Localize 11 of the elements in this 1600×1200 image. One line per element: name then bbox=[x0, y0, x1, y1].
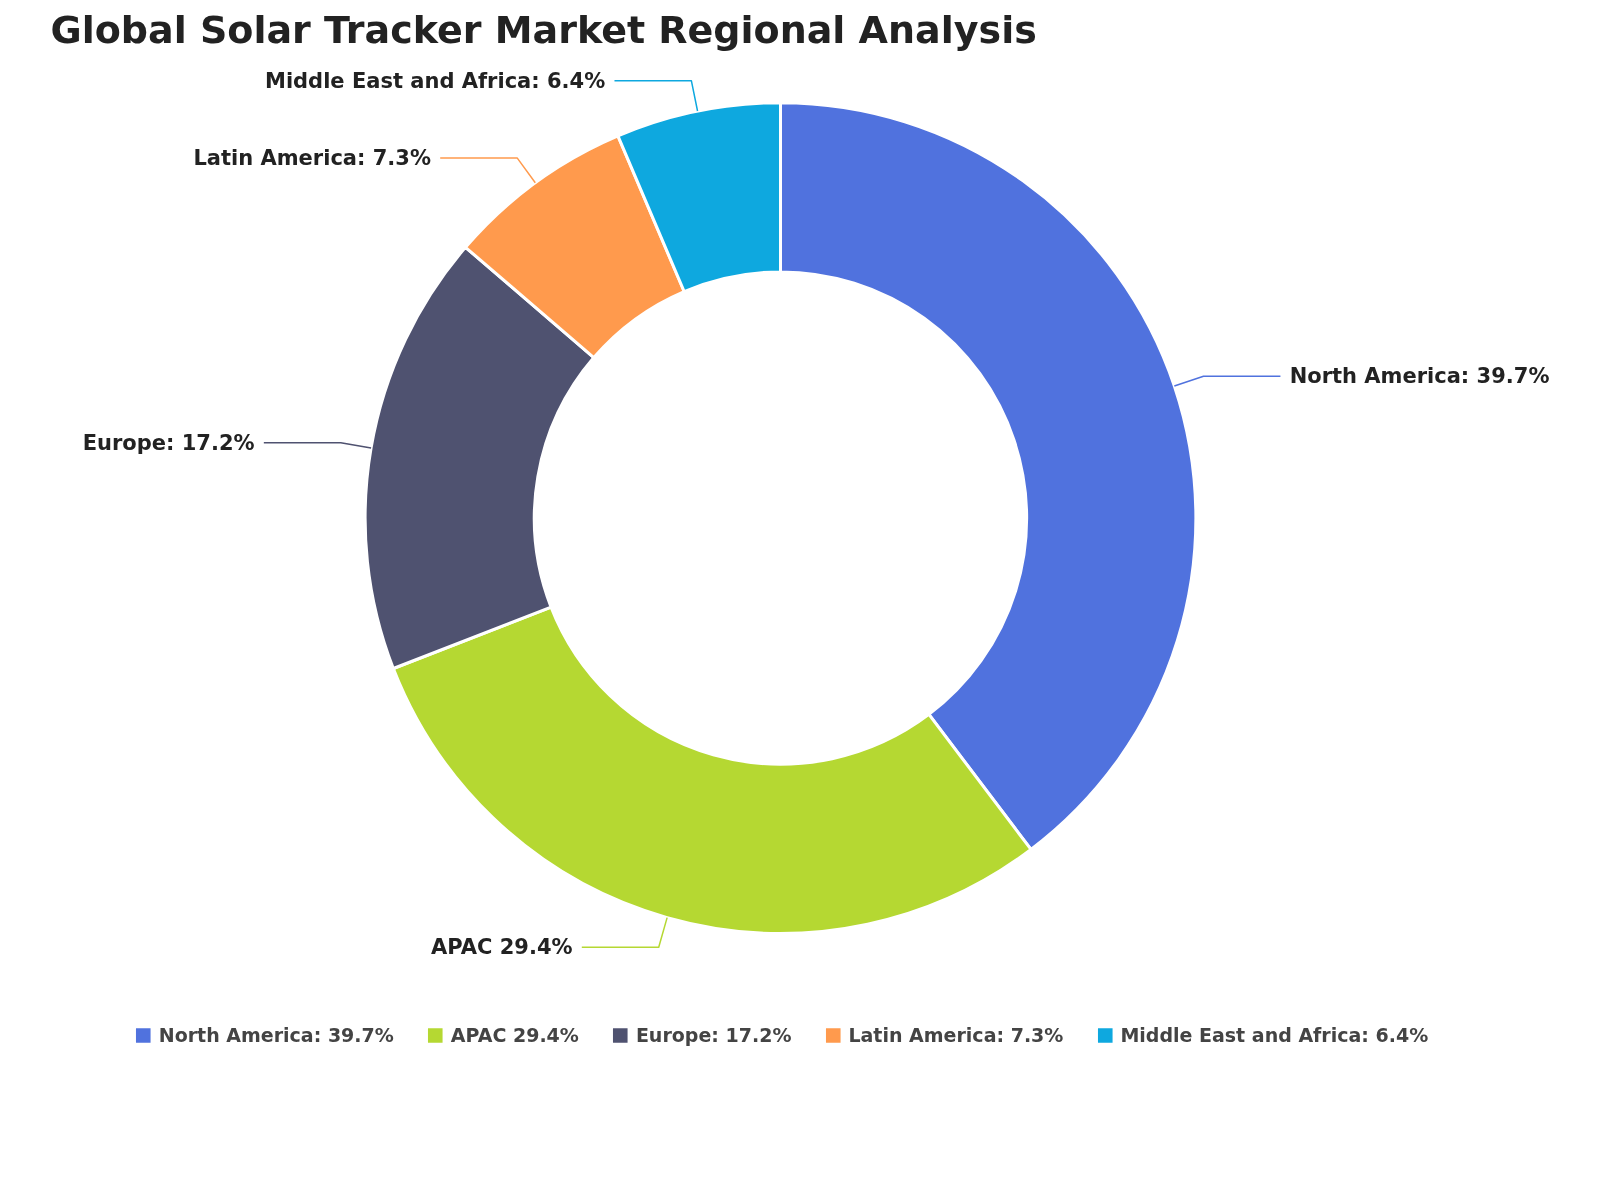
legend-label: Middle East and Africa: 6.4% bbox=[1120, 1024, 1429, 1046]
legend-label: Latin America: 7.3% bbox=[848, 1024, 1064, 1046]
slice-label: Middle East and Africa: 6.4% bbox=[264, 68, 606, 93]
legend-label: APAC 29.4% bbox=[450, 1024, 579, 1046]
slice-label: Europe: 17.2% bbox=[82, 430, 255, 455]
slice-label: North America: 39.7% bbox=[1289, 364, 1550, 389]
chart-title: Global Solar Tracker Market Regional Analysis bbox=[50, 7, 1037, 52]
slice-label: APAC 29.4% bbox=[431, 935, 573, 960]
legend-label: North America: 39.7% bbox=[158, 1024, 394, 1046]
legend-label: Europe: 17.2% bbox=[635, 1024, 792, 1046]
slice-label: Latin America: 7.3% bbox=[193, 145, 431, 170]
